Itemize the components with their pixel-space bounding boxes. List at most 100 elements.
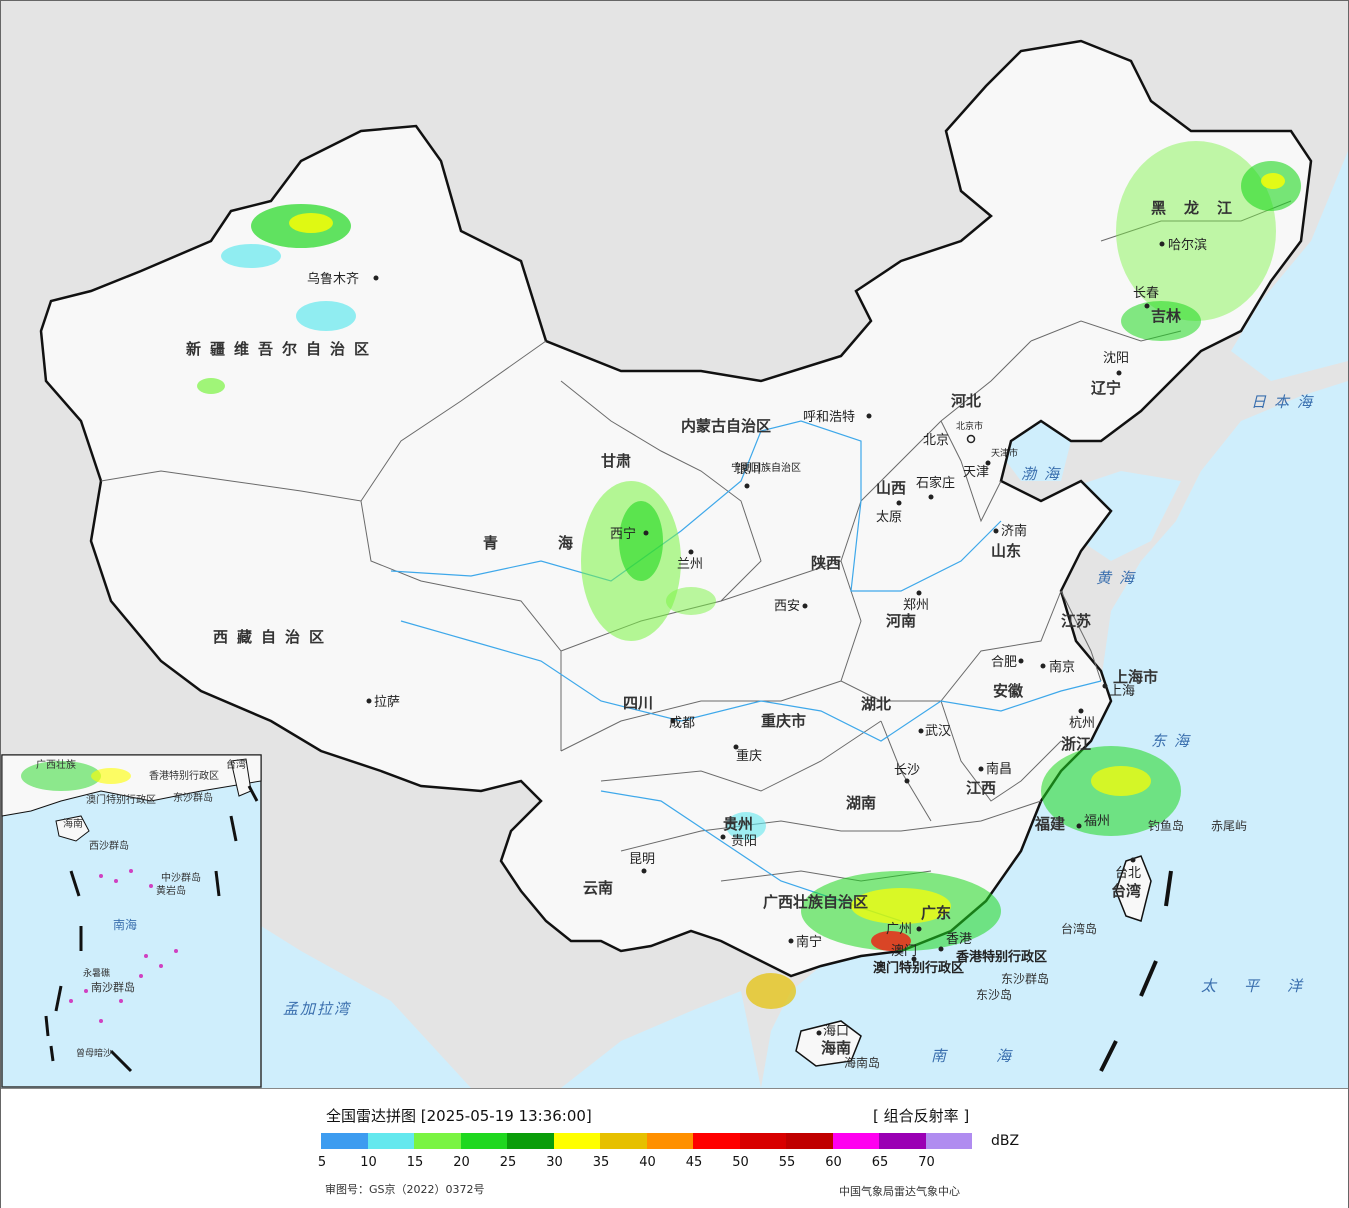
color-swatch-6	[600, 1133, 647, 1149]
region-ningxia: 宁夏回族自治区	[731, 461, 801, 474]
region-xizang: 西藏自治区	[213, 628, 333, 646]
region-shanxi: 山西	[876, 479, 906, 497]
region-fujian: 福建	[1034, 815, 1066, 833]
city-tianjin: 天津	[963, 465, 989, 480]
radar-echoes	[197, 141, 1301, 1009]
sea-bengal: 孟加拉湾	[283, 1000, 352, 1018]
city-lanzhou: 兰州	[677, 557, 703, 572]
color-swatch-3	[460, 1133, 507, 1149]
city-xining: 西宁	[610, 526, 636, 542]
sea-bohai: 渤海	[1021, 465, 1067, 483]
island-taiwan: 台湾岛	[1061, 921, 1097, 936]
city-hohhot: 呼和浩特	[803, 410, 855, 425]
color-scale-tick: 30	[546, 1155, 563, 1170]
city-changsha: 长沙	[894, 763, 920, 778]
island-dongsha-islands: 东沙群岛	[1001, 971, 1049, 986]
region-henan: 河南	[886, 612, 916, 630]
region-qinghai: 青海	[483, 534, 633, 552]
region-tianjin-city: 天津市	[991, 447, 1018, 459]
city-xian: 西安	[774, 599, 800, 614]
color-swatch-11	[832, 1133, 879, 1149]
color-scale-tick: 25	[499, 1155, 517, 1170]
region-zhejiang: 浙江	[1061, 735, 1091, 753]
island-diaoyu: 钓鱼岛	[1148, 818, 1184, 833]
city-harbin: 哈尔滨	[1168, 237, 1207, 253]
city-fuzhou: 福州	[1084, 814, 1110, 829]
color-scale-tick: 35	[592, 1155, 610, 1170]
radar-map[interactable]: 新疆维吾尔自治区 西藏自治区 青海 甘肃 内蒙古自治区 黑龙江 吉林 辽宁 河北…	[1, 1, 1348, 1088]
city-nanjing: 南京	[1049, 659, 1075, 675]
inset-zengmu: 曾母暗沙	[76, 1047, 112, 1059]
inset-dongsha: 东沙群岛	[173, 791, 213, 804]
color-scale-tick: 40	[639, 1155, 656, 1170]
color-scale-tick: 70	[918, 1155, 935, 1170]
inset-south-sea: 南海	[113, 917, 137, 932]
city-hefei: 合肥	[991, 655, 1017, 670]
region-yunnan: 云南	[583, 879, 613, 897]
region-shandong: 山东	[991, 542, 1021, 560]
region-anhui: 安徽	[993, 682, 1024, 700]
island-dongsha: 东沙岛	[976, 987, 1012, 1002]
city-hangzhou: 杭州	[1069, 716, 1095, 731]
legend-unit: dBZ	[991, 1133, 1020, 1149]
region-liaoning: 辽宁	[1091, 379, 1121, 397]
region-neimenggu: 内蒙古自治区	[681, 417, 771, 435]
island-chiwei: 赤尾屿	[1211, 819, 1247, 833]
region-gansu: 甘肃	[601, 452, 631, 470]
city-zhengzhou: 郑州	[903, 598, 929, 613]
region-guangdong: 广东	[921, 904, 951, 922]
sea-japan: 日本海	[1251, 393, 1320, 411]
region-sichuan: 四川	[623, 694, 653, 712]
gulf-area	[561, 991, 761, 1088]
pacific-ocean-area	[761, 381, 1348, 1088]
region-guizhou: 贵州	[723, 815, 753, 833]
region-shaanxi: 陕西	[811, 554, 841, 572]
island-hainan: 海南岛	[844, 1055, 880, 1070]
color-swatch-2	[414, 1133, 461, 1149]
inset-macau: 澳门特别行政区	[86, 793, 156, 806]
city-yinchuan: 银川	[735, 462, 761, 477]
sea-east: 东海	[1151, 732, 1197, 750]
city-shenyang: 沈阳	[1103, 351, 1129, 366]
legend-title: 全国雷达拼图 [2025-05-19 13:36:00]	[326, 1107, 592, 1125]
legend-product: [ 组合反射率 ]	[873, 1107, 970, 1125]
city-macau: 澳门	[891, 943, 917, 959]
region-hainan: 海南	[821, 1039, 851, 1057]
region-heilongjiang: 黑龙江	[1151, 199, 1250, 217]
color-scale-tick: 55	[778, 1155, 796, 1170]
color-scale-tick: 20	[453, 1155, 470, 1170]
region-chongqing: 重庆市	[761, 712, 806, 730]
city-taiyuan: 太原	[876, 510, 902, 525]
color-scale-ticks: 5 10 15 20 25 30 35 40 45 50 55 60 65 70	[318, 1155, 1021, 1173]
city-chongqing: 重庆	[736, 748, 762, 764]
region-hubei: 湖北	[861, 695, 891, 713]
color-swatch-4	[507, 1133, 554, 1149]
region-hongkong: 香港特别行政区	[955, 949, 1047, 965]
color-swatch-1	[367, 1133, 414, 1149]
inset-taiwan: 台湾	[226, 758, 246, 771]
region-macau: 澳门特别行政区	[873, 960, 964, 976]
inset-yongshu: 永暑礁	[83, 967, 110, 979]
city-guiyang: 贵阳	[731, 834, 757, 849]
color-scale-tick: 10	[360, 1155, 377, 1170]
city-shanghai: 上海	[1109, 684, 1135, 699]
city-hongkong: 香港	[946, 932, 972, 947]
city-changchun: 长春	[1133, 286, 1159, 301]
inset-nansha: 南沙群岛	[91, 980, 135, 994]
region-hunan: 湖南	[846, 794, 876, 812]
province-boundaries	[100, 200, 1292, 882]
inset-hongkong: 香港特别行政区	[149, 769, 219, 782]
maritime-boundary	[1099, 870, 1173, 1072]
city-kunming: 昆明	[629, 852, 655, 867]
map-approval-number: 审图号：GS京（2022）0372号	[325, 1183, 485, 1196]
city-wuhan: 武汉	[925, 724, 951, 739]
color-swatch-10	[786, 1133, 833, 1149]
inset-guangxi: 广西壮族	[36, 758, 76, 771]
color-scale-tick: 60	[825, 1155, 842, 1170]
sea-yellow: 黄海	[1096, 569, 1142, 587]
color-scale-tick: 50	[732, 1155, 749, 1170]
city-taipei: 台北	[1115, 866, 1141, 881]
region-shanghai: 上海市	[1113, 668, 1158, 686]
city-nanning: 南宁	[796, 934, 822, 950]
